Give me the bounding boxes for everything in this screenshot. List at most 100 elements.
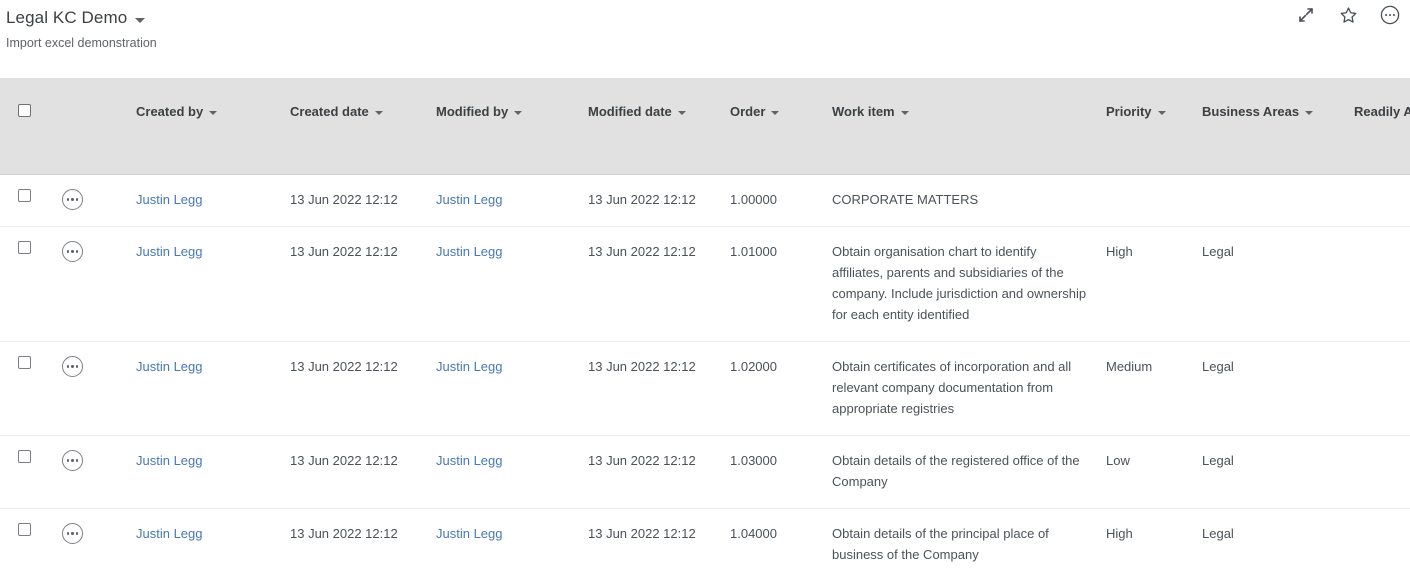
table-row[interactable]: Justin Legg 13 Jun 2022 12:12 Justin Leg… — [0, 175, 1410, 227]
cell-order: 1.03000 — [730, 436, 832, 509]
cell-order: 1.04000 — [730, 509, 832, 581]
cell-readily-available — [1354, 175, 1410, 227]
cell-business-areas: Legal — [1202, 342, 1354, 436]
header-order-label: Order — [730, 104, 765, 119]
cell-modified-by[interactable]: Justin Legg — [436, 175, 588, 227]
cell-order: 1.01000 — [730, 227, 832, 342]
created-by-link[interactable]: Justin Legg — [136, 192, 203, 207]
created-by-link[interactable]: Justin Legg — [136, 453, 203, 468]
cell-work-item: Obtain details of the registered office … — [832, 436, 1106, 509]
cell-modified-date: 13 Jun 2022 12:12 — [588, 436, 730, 509]
cell-readily-available — [1354, 509, 1410, 581]
header-business-areas-label: Business Areas — [1202, 104, 1299, 119]
modified-by-link[interactable]: Justin Legg — [436, 192, 503, 207]
row-more-options-icon[interactable] — [62, 241, 83, 262]
cell-order: 1.00000 — [730, 175, 832, 227]
header-order[interactable]: Order — [730, 78, 832, 175]
header-created-by[interactable]: Created by — [136, 78, 290, 175]
row-more-options-icon[interactable] — [62, 450, 83, 471]
header-readily-available[interactable]: Readily Avail — [1354, 78, 1410, 175]
row-checkbox[interactable] — [18, 189, 31, 202]
cell-modified-by[interactable]: Justin Legg — [436, 509, 588, 581]
header-priority[interactable]: Priority — [1106, 78, 1202, 175]
cell-created-by[interactable]: Justin Legg — [136, 342, 290, 436]
row-select-cell[interactable] — [0, 509, 62, 581]
header-priority-label: Priority — [1106, 104, 1152, 119]
header-actions — [1294, 3, 1402, 27]
header-modified-by[interactable]: Modified by — [436, 78, 588, 175]
cell-modified-date: 13 Jun 2022 12:12 — [588, 175, 730, 227]
page-header: Legal KC Demo Import excel demonstration — [0, 0, 1410, 78]
row-checkbox[interactable] — [18, 356, 31, 369]
chevron-down-icon[interactable] — [209, 111, 217, 115]
page-subtitle: Import excel demonstration — [6, 35, 1410, 51]
header-work-item-label: Work item — [832, 104, 895, 119]
cell-modified-date: 13 Jun 2022 12:12 — [588, 509, 730, 581]
cell-modified-by[interactable]: Justin Legg — [436, 227, 588, 342]
chevron-down-icon[interactable] — [375, 111, 383, 115]
chevron-down-icon[interactable] — [901, 111, 909, 115]
row-select-cell[interactable] — [0, 342, 62, 436]
cell-business-areas: Legal — [1202, 436, 1354, 509]
cell-work-item: Obtain organisation chart to identify af… — [832, 227, 1106, 342]
chevron-down-icon[interactable] — [678, 111, 686, 115]
header-modified-by-label: Modified by — [436, 104, 508, 119]
row-menu-cell[interactable] — [62, 436, 136, 509]
chevron-down-icon[interactable] — [1305, 111, 1313, 115]
table-header: Created by Created date Modified by Modi… — [0, 78, 1410, 175]
modified-by-link[interactable]: Justin Legg — [436, 526, 503, 541]
row-checkbox[interactable] — [18, 450, 31, 463]
chevron-down-icon[interactable] — [771, 111, 779, 115]
header-rowmenu — [62, 78, 136, 175]
modified-by-link[interactable]: Justin Legg — [436, 453, 503, 468]
row-menu-cell[interactable] — [62, 342, 136, 436]
title-row: Legal KC Demo — [6, 6, 1410, 30]
header-work-item[interactable]: Work item — [832, 78, 1106, 175]
row-select-cell[interactable] — [0, 227, 62, 342]
row-checkbox[interactable] — [18, 241, 31, 254]
row-more-options-icon[interactable] — [62, 523, 83, 544]
cell-modified-by[interactable]: Justin Legg — [436, 436, 588, 509]
created-by-link[interactable]: Justin Legg — [136, 244, 203, 259]
row-select-cell[interactable] — [0, 436, 62, 509]
row-menu-cell[interactable] — [62, 227, 136, 342]
cell-created-by[interactable]: Justin Legg — [136, 509, 290, 581]
table-row[interactable]: Justin Legg 13 Jun 2022 12:12 Justin Leg… — [0, 342, 1410, 436]
row-menu-cell[interactable] — [62, 509, 136, 581]
cell-created-date: 13 Jun 2022 12:12 — [290, 227, 436, 342]
row-menu-cell[interactable] — [62, 175, 136, 227]
cell-readily-available — [1354, 436, 1410, 509]
modified-by-link[interactable]: Justin Legg — [436, 359, 503, 374]
chevron-down-icon[interactable] — [514, 111, 522, 115]
select-all-checkbox[interactable] — [18, 104, 31, 117]
header-created-by-label: Created by — [136, 104, 203, 119]
cell-work-item: Obtain details of the principal place of… — [832, 509, 1106, 581]
created-by-link[interactable]: Justin Legg — [136, 526, 203, 541]
star-icon[interactable] — [1336, 3, 1360, 27]
expand-icon[interactable] — [1294, 3, 1318, 27]
table-row[interactable]: Justin Legg 13 Jun 2022 12:12 Justin Leg… — [0, 436, 1410, 509]
cell-created-by[interactable]: Justin Legg — [136, 436, 290, 509]
chevron-down-icon[interactable] — [135, 18, 145, 23]
table-row[interactable]: Justin Legg 13 Jun 2022 12:12 Justin Leg… — [0, 509, 1410, 581]
header-modified-date[interactable]: Modified date — [588, 78, 730, 175]
modified-by-link[interactable]: Justin Legg — [436, 244, 503, 259]
header-business-areas[interactable]: Business Areas — [1202, 78, 1354, 175]
row-more-options-icon[interactable] — [62, 356, 83, 377]
header-created-date[interactable]: Created date — [290, 78, 436, 175]
row-more-options-icon[interactable] — [62, 189, 83, 210]
cell-priority: Low — [1106, 436, 1202, 509]
cell-work-item: CORPORATE MATTERS — [832, 175, 1106, 227]
more-options-icon[interactable] — [1378, 3, 1402, 27]
row-checkbox[interactable] — [18, 523, 31, 536]
cell-created-by[interactable]: Justin Legg — [136, 227, 290, 342]
header-select-all[interactable] — [0, 78, 62, 175]
created-by-link[interactable]: Justin Legg — [136, 359, 203, 374]
header-created-date-label: Created date — [290, 104, 369, 119]
row-select-cell[interactable] — [0, 175, 62, 227]
cell-modified-by[interactable]: Justin Legg — [436, 342, 588, 436]
cell-business-areas: Legal — [1202, 509, 1354, 581]
table-row[interactable]: Justin Legg 13 Jun 2022 12:12 Justin Leg… — [0, 227, 1410, 342]
cell-created-by[interactable]: Justin Legg — [136, 175, 290, 227]
chevron-down-icon[interactable] — [1158, 111, 1166, 115]
